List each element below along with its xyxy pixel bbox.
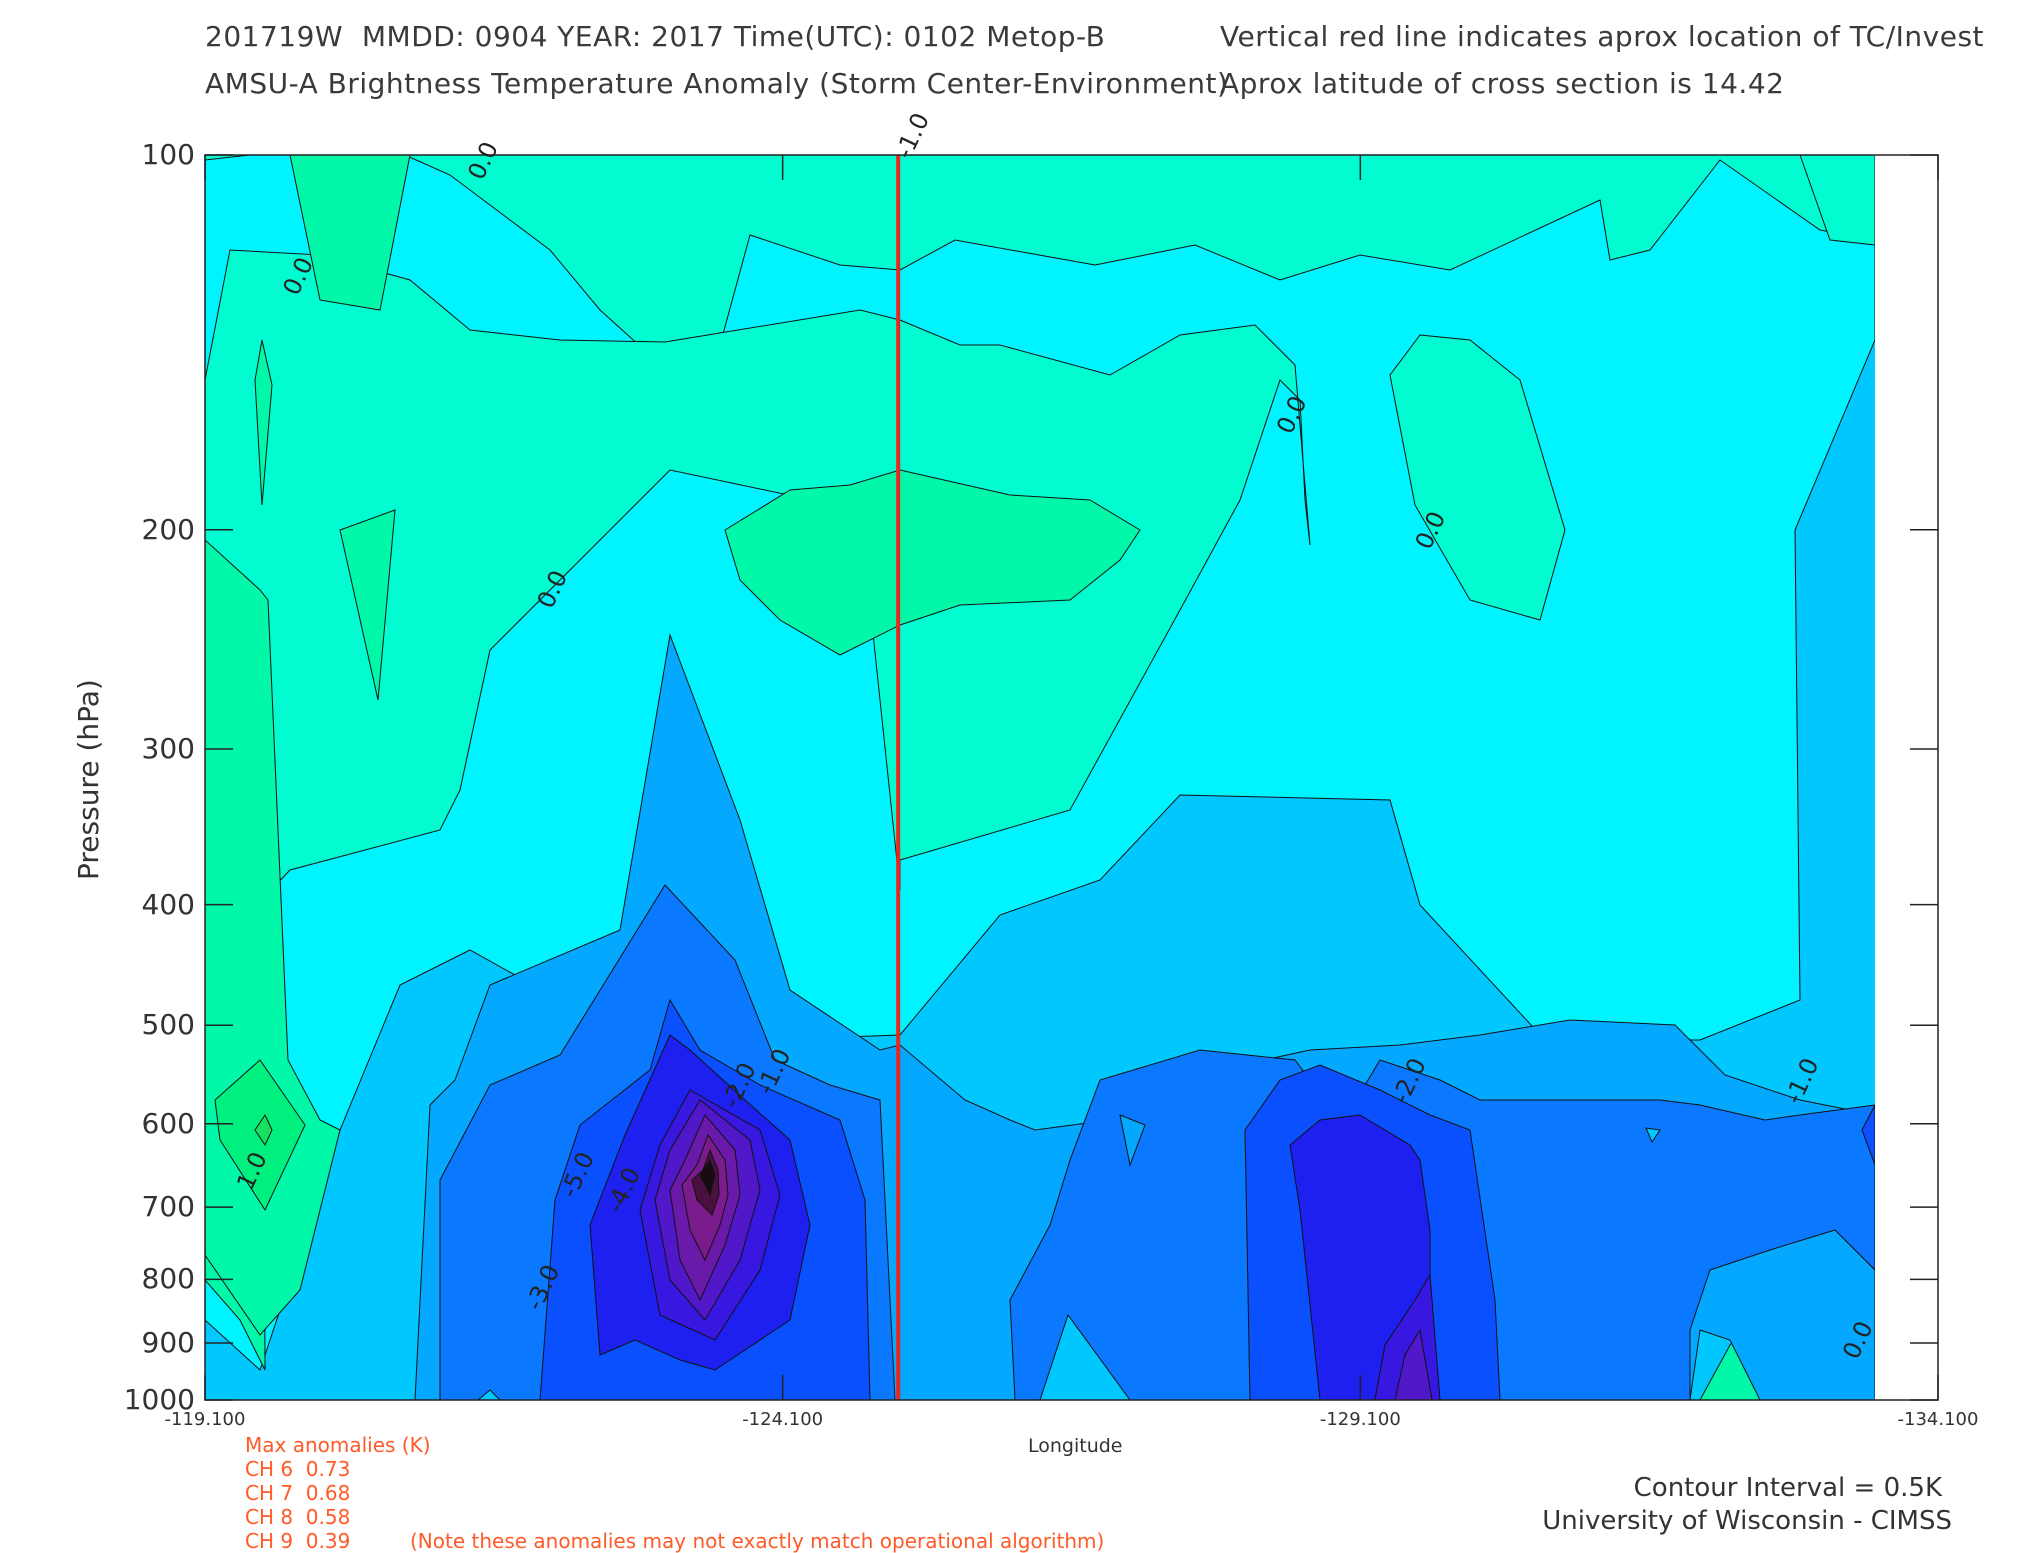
max-anomaly-ch6: CH 6 0.73 <box>245 1457 351 1481</box>
band-zero-right <box>1389 334 1566 621</box>
x-tick-label: -129.100 <box>1319 1409 1401 1430</box>
band-pocket-b <box>1645 1127 1661 1144</box>
y-tick-label: 1000 <box>123 1383 195 1416</box>
y-tick-label: 100 <box>141 138 195 171</box>
x-axis-title: Longitude <box>1028 1435 1123 1457</box>
header-line1-left: 201719W MMDD: 0904 YEAR: 2017 Time(UTC):… <box>205 20 1106 53</box>
band-pos15 <box>254 1113 273 1147</box>
y-tick-label: 800 <box>141 1262 195 1296</box>
plot-frame <box>204 154 1939 1401</box>
y-tick-label: 300 <box>141 732 195 766</box>
band-neg4-right <box>1394 1328 1433 1400</box>
header-line1-right: Vertical red line indicates aprox locati… <box>1220 20 1985 53</box>
credit: University of Wisconsin - CIMSS <box>1542 1506 1952 1536</box>
max-anomaly-ch8: CH 8 0.58 <box>245 1505 351 1529</box>
y-tick-label: 900 <box>141 1326 195 1360</box>
x-tick-label: -134.100 <box>1897 1409 1979 1430</box>
band-wedge-2 <box>477 1389 501 1400</box>
header-line2-right: Aprox latitude of cross section is 14.42 <box>1220 67 1785 100</box>
band-pos05-wedge <box>339 509 396 701</box>
max-anomaly-ch9: CH 9 0.39 <box>245 1529 351 1553</box>
x-tick-label: -124.100 <box>742 1409 824 1430</box>
band-neg6 <box>699 1158 716 1197</box>
band-pocket-c <box>1861 1104 1875 1166</box>
y-tick-label: 400 <box>141 887 195 921</box>
band-pos05-strip <box>289 155 411 311</box>
band-pos05-center <box>724 469 1141 656</box>
header-line2-left: AMSU-A Brightness Temperature Anomaly (S… <box>205 67 1229 100</box>
y-tick-label: 200 <box>141 512 195 546</box>
y-tick-label: 700 <box>141 1190 195 1224</box>
band-pos05-sliver <box>254 339 273 506</box>
contour-fields <box>205 155 1875 1400</box>
band-wedge-1 <box>1039 1313 1131 1400</box>
y-tick-label: 500 <box>141 1008 195 1042</box>
band-zero-center <box>205 249 1311 961</box>
y-ticks <box>205 154 1938 1401</box>
max-anomaly-ch7: CH 7 0.68 <box>245 1481 351 1505</box>
x-tick-label: -119.100 <box>164 1409 246 1430</box>
band-zero-top <box>205 155 1875 356</box>
contour-interval: Contour Interval = 0.5K <box>1633 1473 1942 1503</box>
y-axis-title: Pressure (hPa) <box>72 679 105 880</box>
band-pocket-a <box>1119 1114 1146 1167</box>
anomaly-note: (Note these anomalies may not exactly ma… <box>410 1529 1105 1553</box>
y-tick-label: 600 <box>141 1106 195 1140</box>
max-anomalies-title: Max anomalies (K) <box>245 1433 431 1457</box>
x-ticks <box>204 155 1939 1400</box>
band-zero-corner <box>1799 155 1875 246</box>
